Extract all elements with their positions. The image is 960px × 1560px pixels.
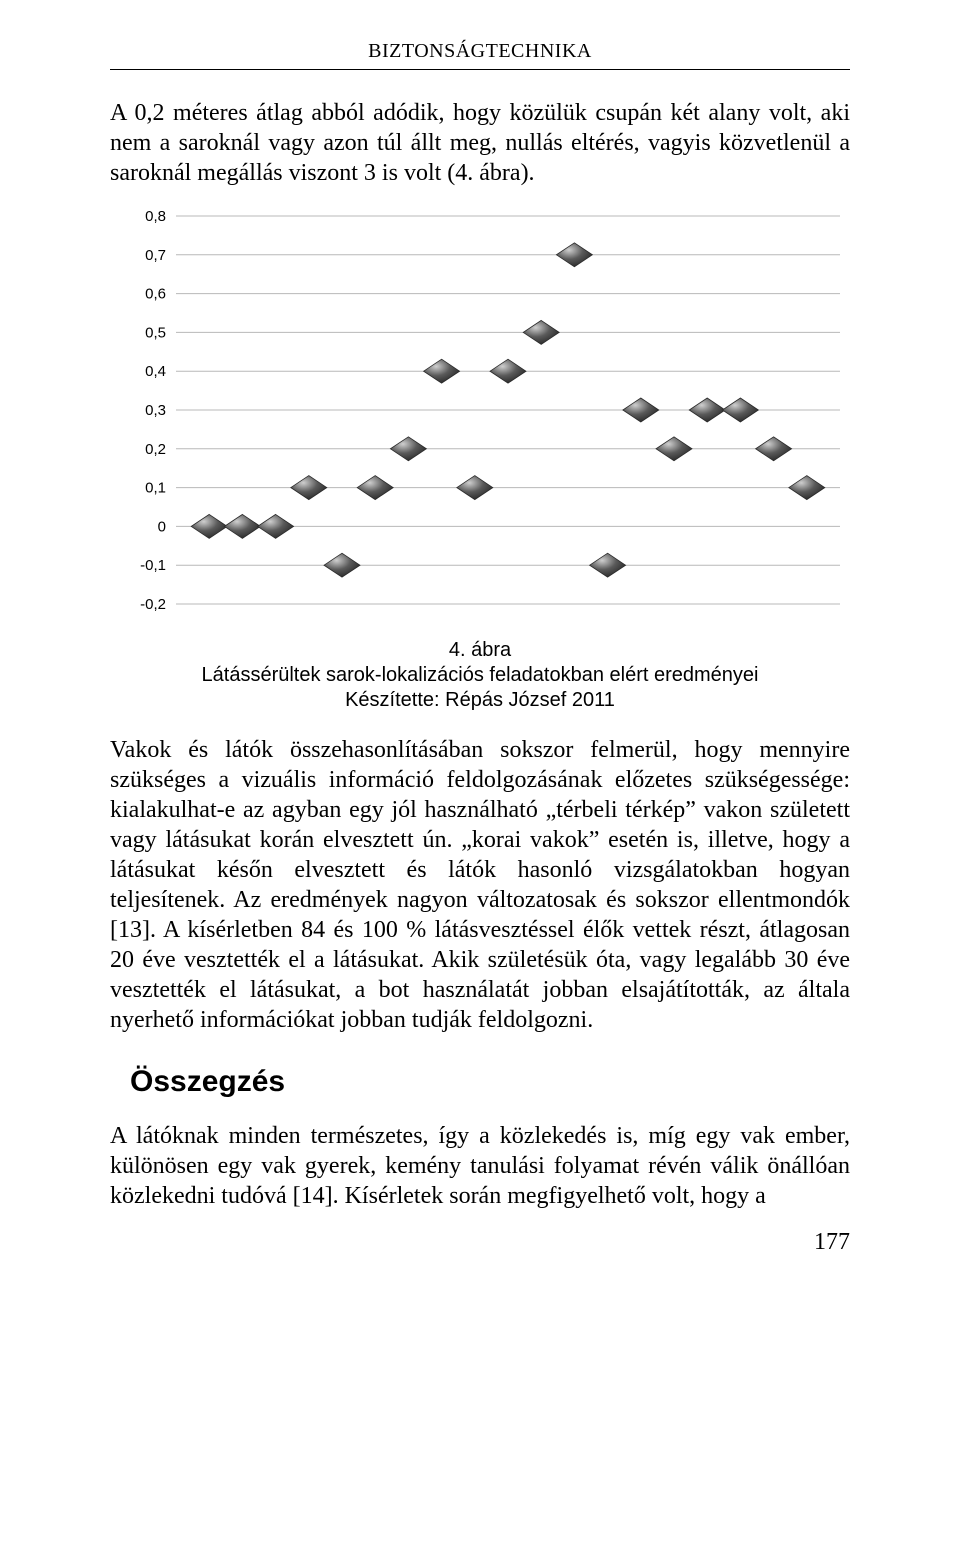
svg-text:0,4: 0,4 <box>145 363 166 380</box>
figure-4-chart: -0,2 -0,1 0 0,1 0,2 0,3 0,4 0,5 0,6 0,7 0,8 <box>110 206 850 626</box>
body-paragraph: Vakok és látók összehasonlításában soksz… <box>110 735 850 1035</box>
svg-text:-0,2: -0,2 <box>140 596 166 613</box>
running-head: BIZTONSÁGTECHNIKA <box>110 40 850 63</box>
intro-paragraph: A 0,2 méteres átlag abból adódik, hogy k… <box>110 98 850 188</box>
svg-text:-0,1: -0,1 <box>140 557 166 574</box>
svg-text:0,3: 0,3 <box>145 402 166 419</box>
svg-text:0,6: 0,6 <box>145 286 166 303</box>
page-number: 177 <box>110 1229 850 1256</box>
svg-text:0: 0 <box>158 518 166 535</box>
section-heading-summary: Összegzés <box>130 1065 850 1099</box>
svg-text:0,8: 0,8 <box>145 208 166 225</box>
caption-author: Készítette: Répás József 2011 <box>110 688 850 713</box>
caption-number: 4. ábra <box>110 638 850 663</box>
head-rule <box>110 69 850 70</box>
summary-paragraph: A látóknak minden természetes, így a köz… <box>110 1121 850 1211</box>
svg-text:0,7: 0,7 <box>145 247 166 264</box>
svg-text:0,5: 0,5 <box>145 324 166 341</box>
caption-title: Látássérültek sarok-lokalizációs feladat… <box>110 663 850 688</box>
scatter-chart-svg: -0,2 -0,1 0 0,1 0,2 0,3 0,4 0,5 0,6 0,7 0,8 <box>110 206 850 626</box>
svg-text:0,1: 0,1 <box>145 480 166 497</box>
figure-4-caption: 4. ábra Látássérültek sarok-lokalizációs… <box>110 638 850 713</box>
svg-text:0,2: 0,2 <box>145 441 166 458</box>
